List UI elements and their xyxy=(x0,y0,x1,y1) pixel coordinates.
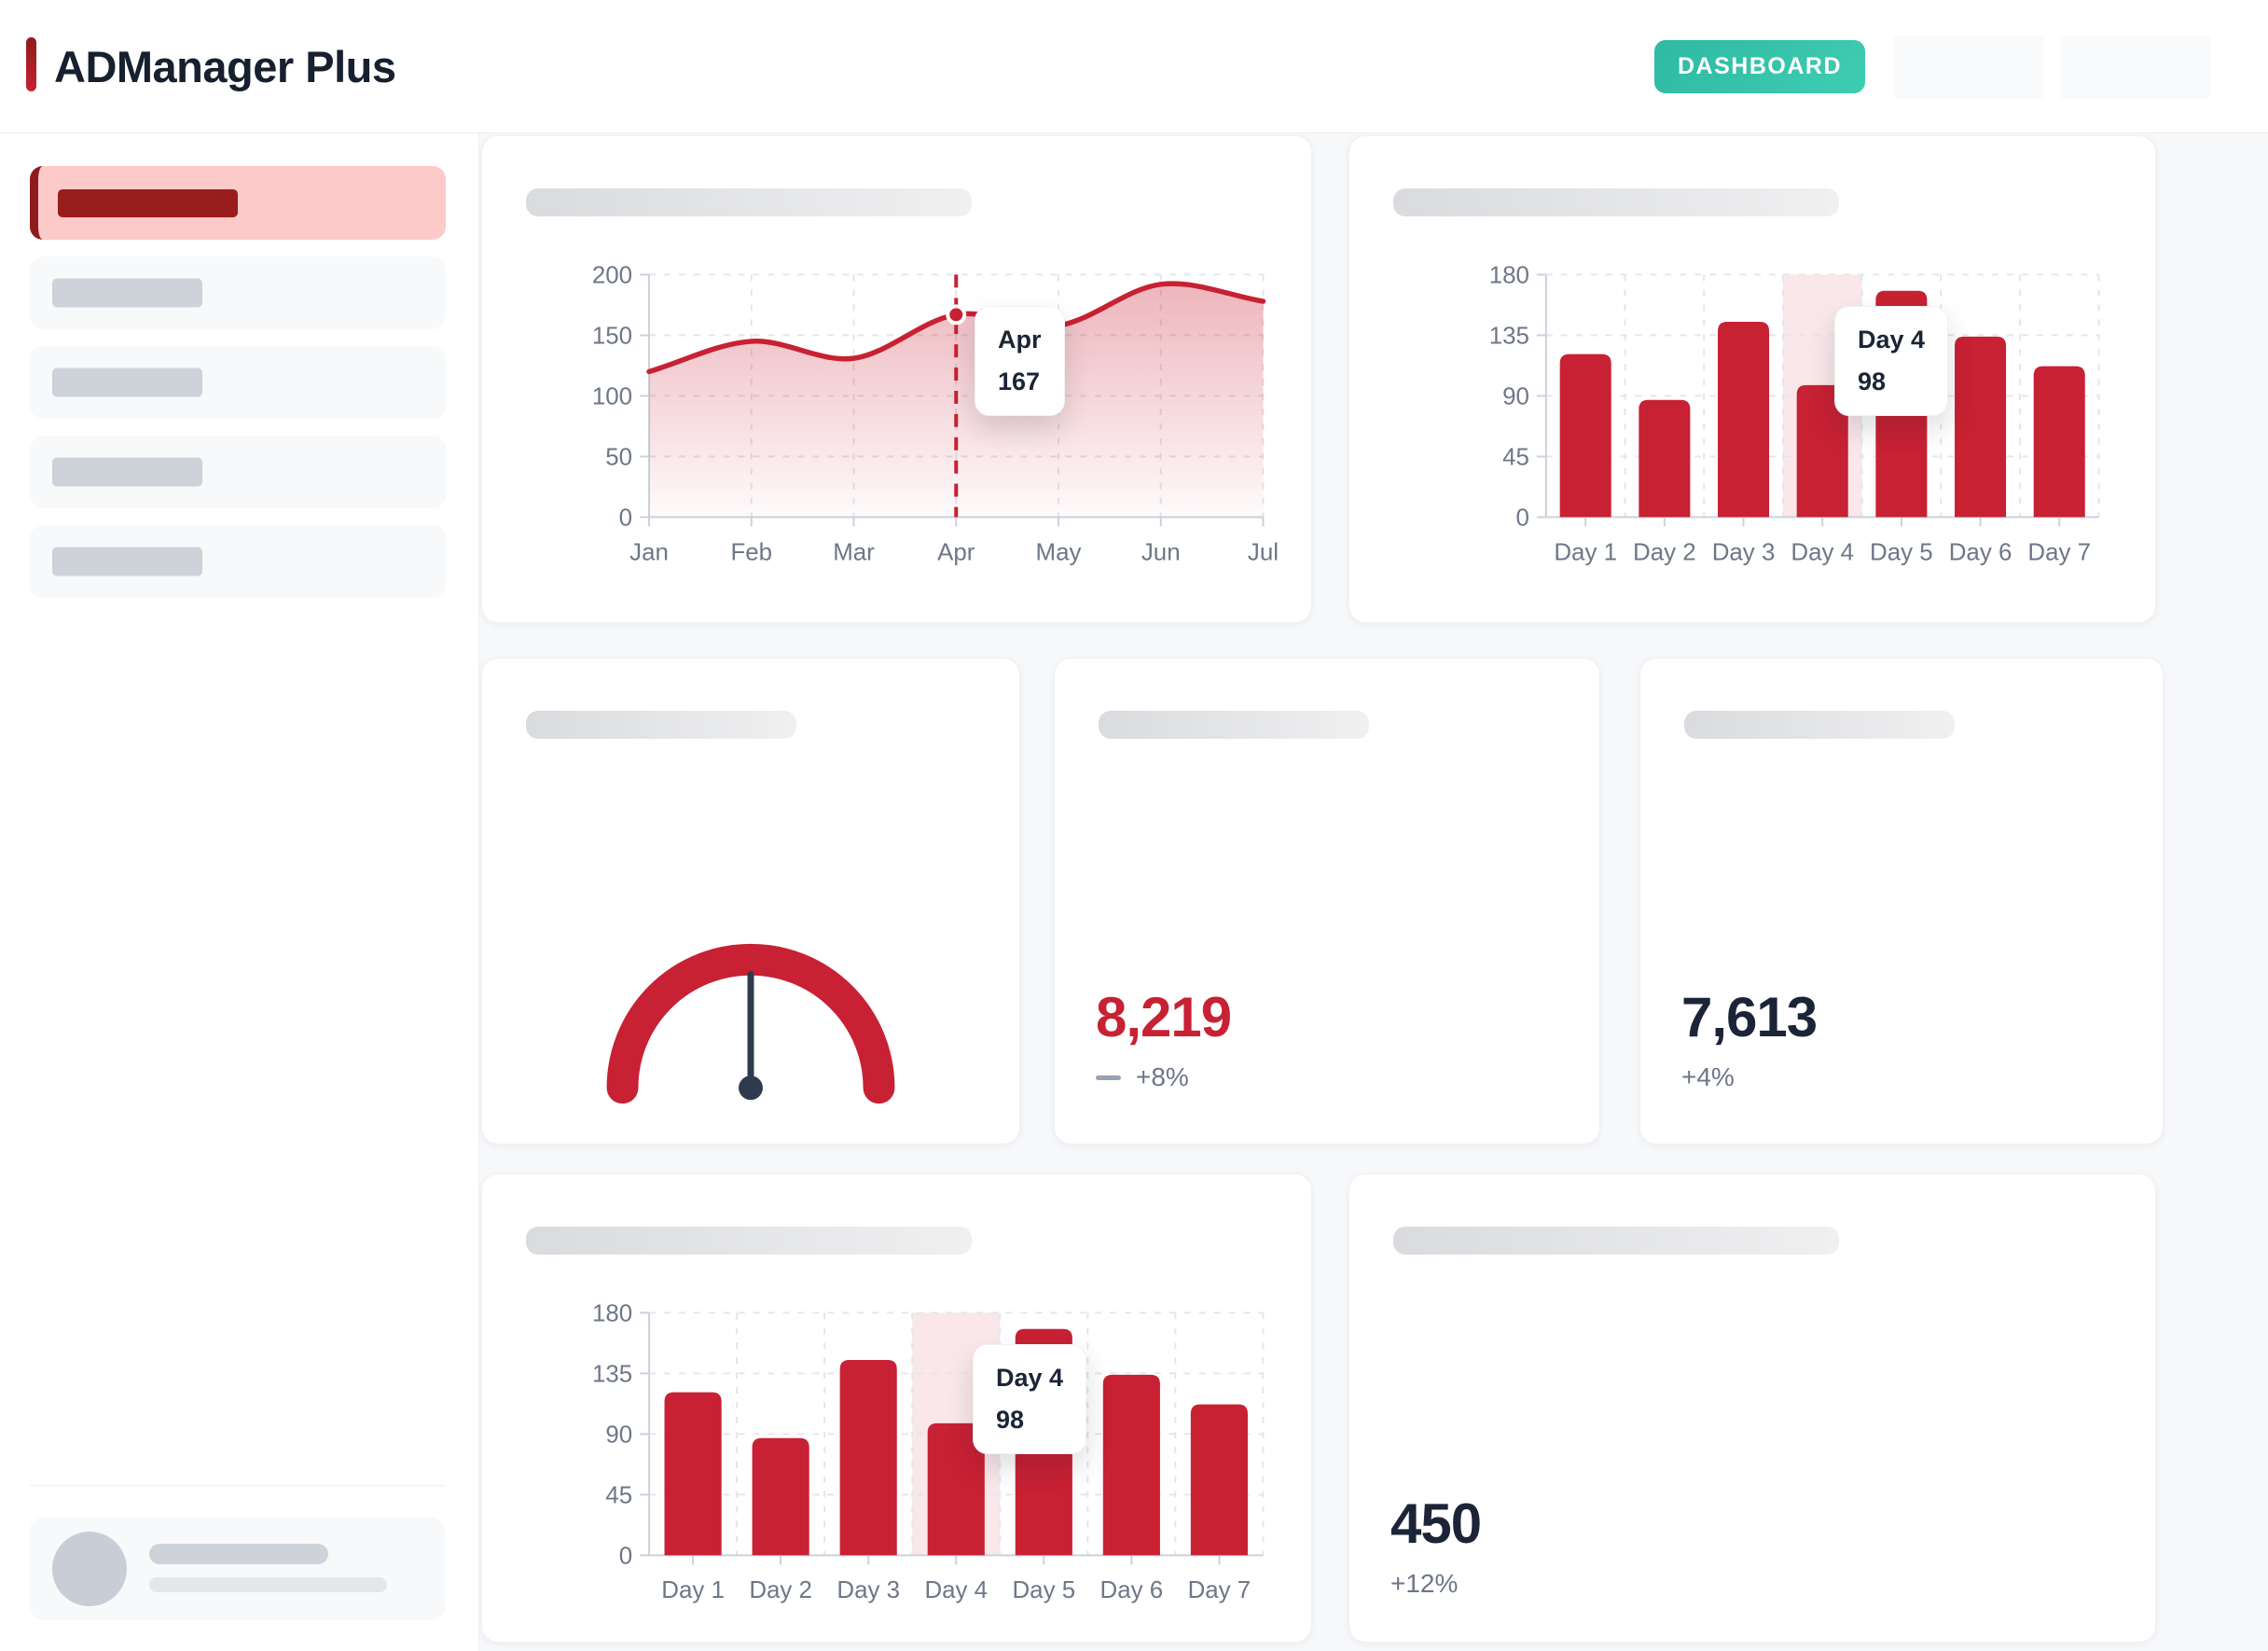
sidebar-item-2[interactable] xyxy=(30,257,446,329)
kpi-delta: +8% xyxy=(1136,1062,1189,1091)
card-kpi-mid: 7,613 +4% xyxy=(1639,658,2164,1145)
avatar xyxy=(52,1532,127,1606)
svg-text:Day 2: Day 2 xyxy=(1633,539,1696,565)
header-placeholder-button-1[interactable] xyxy=(1894,36,2044,99)
sidebar-item-label-placeholder xyxy=(58,188,238,217)
svg-text:Day 6: Day 6 xyxy=(1949,539,2012,565)
svg-text:45: 45 xyxy=(1502,444,1529,470)
app-title: ADManager Plus xyxy=(54,42,396,91)
kpi-value: 8,219 xyxy=(1096,986,1232,1048)
kpi-delta: +4% xyxy=(1681,1062,1735,1091)
svg-text:0: 0 xyxy=(619,505,632,531)
svg-text:Day 4: Day 4 xyxy=(1791,539,1854,565)
svg-text:90: 90 xyxy=(1502,383,1529,409)
bar-chart[interactable]: 0 45 90 135 180 Day 1 Day 2 Day 3 Day 4 Day 5 Day … xyxy=(1349,136,2155,622)
card-title-placeholder xyxy=(526,711,796,739)
sidebar-item-5[interactable] xyxy=(30,525,446,598)
svg-text:0: 0 xyxy=(1516,505,1529,531)
sidebar-item-3[interactable] xyxy=(30,346,446,419)
card-title-placeholder xyxy=(526,1227,972,1255)
dashboard-button[interactable]: DASHBOARD xyxy=(1654,40,1865,93)
svg-text:Feb: Feb xyxy=(730,539,772,565)
svg-text:Day 3: Day 3 xyxy=(1712,539,1776,565)
card-kpi-red: 8,219 +8% xyxy=(1054,658,1600,1145)
kpi-delta: +12% xyxy=(1390,1569,1459,1598)
app-header: ADManager Plus DASHBOARD xyxy=(0,0,2268,133)
area-line-chart[interactable]: 0 50 100 150 200 Jan Feb Mar Apr May Jun Jul xyxy=(482,136,1311,622)
svg-text:90: 90 xyxy=(605,1422,632,1448)
kpi-value: 450 xyxy=(1390,1492,1482,1555)
svg-text:180: 180 xyxy=(592,1300,632,1326)
card-bar-chart-bottom: 0 45 90 135 180 Day 1 Day 2 Day 3 Day 4 Day 5 Day … xyxy=(481,1173,1312,1643)
sidebar-divider xyxy=(30,1485,445,1486)
svg-text:May: May xyxy=(1036,539,1082,565)
svg-text:Day 6: Day 6 xyxy=(1100,1577,1164,1603)
card-gauge xyxy=(481,658,1020,1145)
svg-text:Day 4: Day 4 xyxy=(924,1577,988,1603)
card-title-placeholder xyxy=(526,188,972,216)
svg-text:50: 50 xyxy=(605,444,632,470)
svg-text:Day 7: Day 7 xyxy=(2027,539,2091,565)
svg-text:Day 1: Day 1 xyxy=(1554,539,1617,565)
user-name-placeholder xyxy=(149,1544,328,1564)
svg-text:Day 5: Day 5 xyxy=(1870,539,1933,565)
svg-text:150: 150 xyxy=(592,323,632,349)
dash-icon xyxy=(1096,1075,1121,1080)
sidebar-item-active[interactable] xyxy=(30,166,446,240)
svg-text:0: 0 xyxy=(619,1543,632,1569)
card-bar-chart-top: 0 45 90 135 180 Day 1 Day 2 Day 3 Day 4 Day 5 Day … xyxy=(1348,135,2156,623)
svg-text:Apr: Apr xyxy=(937,539,975,565)
card-title-placeholder xyxy=(1684,711,1955,739)
card-line-chart: 0 50 100 150 200 Jan Feb Mar Apr May Jun Jul Apr 16… xyxy=(481,135,1312,623)
user-card[interactable] xyxy=(30,1518,445,1620)
header-placeholder-button-2[interactable] xyxy=(2060,36,2210,99)
sidebar xyxy=(0,133,479,1651)
gauge-chart[interactable] xyxy=(482,659,1019,1144)
svg-text:Jan: Jan xyxy=(629,539,669,565)
svg-text:Day 7: Day 7 xyxy=(1188,1577,1252,1603)
sidebar-item-label-placeholder xyxy=(52,368,202,397)
svg-text:Day 2: Day 2 xyxy=(749,1577,812,1603)
svg-text:Day 1: Day 1 xyxy=(661,1577,725,1603)
card-kpi-last: 450 +12% xyxy=(1348,1173,2156,1643)
sidebar-item-label-placeholder xyxy=(52,278,202,308)
user-role-placeholder xyxy=(149,1577,387,1592)
sidebar-item-label-placeholder xyxy=(52,547,202,576)
svg-text:180: 180 xyxy=(1489,262,1529,288)
svg-text:135: 135 xyxy=(592,1361,632,1387)
bar-chart[interactable]: 0 45 90 135 180 Day 1 Day 2 Day 3 Day 4 Day 5 Day … xyxy=(482,1174,1311,1642)
svg-text:Jul: Jul xyxy=(1248,539,1279,565)
card-title-placeholder xyxy=(1099,711,1369,739)
sidebar-item-4[interactable] xyxy=(30,436,446,508)
svg-text:Mar: Mar xyxy=(833,539,875,565)
brand-accent-bar xyxy=(26,37,36,91)
kpi-value: 7,613 xyxy=(1681,986,1818,1048)
card-title-placeholder xyxy=(1393,188,1839,216)
svg-text:200: 200 xyxy=(592,262,632,288)
svg-text:100: 100 xyxy=(592,383,632,409)
card-title-placeholder xyxy=(1393,1227,1839,1255)
svg-text:Jun: Jun xyxy=(1141,539,1181,565)
svg-text:Day 3: Day 3 xyxy=(837,1577,900,1603)
svg-text:Day 5: Day 5 xyxy=(1013,1577,1076,1603)
svg-text:45: 45 xyxy=(605,1482,632,1508)
svg-text:135: 135 xyxy=(1489,323,1529,349)
sidebar-item-label-placeholder xyxy=(52,457,202,487)
